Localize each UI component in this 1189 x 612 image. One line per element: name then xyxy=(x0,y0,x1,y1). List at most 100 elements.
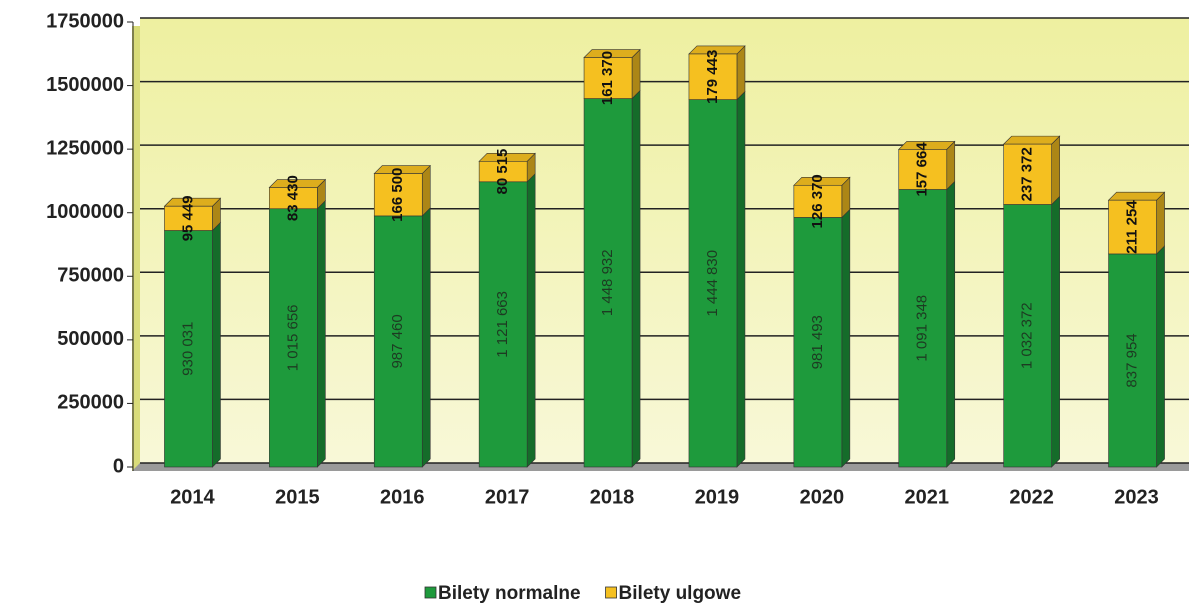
x-tick-label: 2017 xyxy=(485,486,530,508)
bar-segment: 237 372 xyxy=(1002,135,1061,206)
y-tick-label: 1750000 xyxy=(46,10,124,32)
x-tick-label: 2020 xyxy=(800,486,845,508)
data-label: 930 031 xyxy=(179,322,196,376)
bar xyxy=(478,181,528,468)
bar-segment: 166 500 xyxy=(373,164,431,222)
bar-segment: 1 448 932 xyxy=(583,89,641,468)
x-tick-label: 2019 xyxy=(695,486,740,508)
bar-side xyxy=(631,89,641,468)
bar xyxy=(373,215,423,468)
legend-swatch xyxy=(424,586,437,599)
x-tick-label: 2023 xyxy=(1114,486,1159,508)
legend-label: Bilety normalne xyxy=(438,583,581,604)
data-label: 179 443 xyxy=(704,50,721,104)
data-label: 80 515 xyxy=(494,149,511,195)
data-label: 1 444 830 xyxy=(704,250,721,317)
bar-segment: 987 460 xyxy=(373,207,431,468)
bar xyxy=(1108,253,1157,468)
bar-segment: 837 954 xyxy=(1108,245,1165,468)
bar-segment: 179 443 xyxy=(688,45,746,104)
bar-segment: 161 370 xyxy=(583,48,641,105)
data-label: 837 954 xyxy=(1124,333,1141,387)
x-tick-label: 2022 xyxy=(1009,486,1054,508)
bar-segment: 126 370 xyxy=(793,174,851,228)
data-label: 211 254 xyxy=(1124,200,1141,254)
bar xyxy=(1003,143,1052,205)
bar xyxy=(793,184,843,218)
data-label: 157 664 xyxy=(914,142,931,197)
bar xyxy=(269,187,318,210)
y-tick-label: 500000 xyxy=(57,328,124,350)
bar-segment: 211 254 xyxy=(1107,191,1166,255)
bar-segment: 1 121 663 xyxy=(478,173,536,468)
bar xyxy=(1108,199,1157,255)
data-label: 1 121 663 xyxy=(494,291,511,358)
bar-side xyxy=(631,48,641,100)
y-tick-label: 1000000 xyxy=(46,201,124,223)
bar-side xyxy=(841,208,851,468)
y-tick-label: 1500000 xyxy=(46,74,124,96)
bar xyxy=(164,230,213,468)
bar-top xyxy=(1107,191,1166,201)
legend-swatch xyxy=(605,586,617,599)
bar xyxy=(583,98,633,468)
bar-side xyxy=(736,90,746,468)
bar-top xyxy=(1002,135,1061,145)
bar xyxy=(373,173,423,217)
bar xyxy=(1003,204,1052,468)
bar xyxy=(898,189,948,468)
y-tick-label: 250000 xyxy=(57,392,124,414)
bar xyxy=(688,53,738,100)
data-label: 166 500 xyxy=(389,168,406,222)
bar-segment: 981 493 xyxy=(793,208,851,468)
bar-side xyxy=(421,164,431,217)
x-tick-label: 2018 xyxy=(590,486,635,508)
bar xyxy=(583,57,633,99)
bar-side xyxy=(526,173,536,468)
bar xyxy=(688,99,738,468)
bar-side xyxy=(736,45,746,101)
data-label: 1 032 372 xyxy=(1019,302,1036,369)
y-tick-label: 1250000 xyxy=(46,137,124,159)
bar-segment: 1 091 348 xyxy=(898,180,956,468)
bar xyxy=(269,208,318,468)
bar-segment: 83 430 xyxy=(268,175,327,221)
data-label: 237 372 xyxy=(1019,147,1036,201)
bar-side xyxy=(212,221,221,468)
y-tick-label: 0 xyxy=(113,455,124,477)
bar-side xyxy=(1051,195,1060,468)
bar-segment: 80 515 xyxy=(478,149,536,195)
data-label: 83 430 xyxy=(284,175,301,221)
bar-side xyxy=(421,207,431,468)
bar xyxy=(164,205,213,231)
bar xyxy=(478,161,528,183)
bar-side xyxy=(946,180,956,468)
data-label: 1 091 348 xyxy=(914,295,931,362)
bar-side xyxy=(1051,135,1060,206)
bar-segment: 157 664 xyxy=(898,140,956,197)
bar xyxy=(793,217,843,468)
bar-segment: 1 015 656 xyxy=(269,200,326,468)
legend-label: Bilety ulgowe xyxy=(619,583,741,604)
data-label: 126 370 xyxy=(809,174,826,228)
plot-wall xyxy=(132,26,140,471)
bar-segment: 930 031 xyxy=(164,221,221,468)
bar xyxy=(898,149,948,190)
data-label: 1 015 656 xyxy=(284,304,301,371)
x-tick-label: 2016 xyxy=(380,486,425,508)
bar-side xyxy=(317,200,326,468)
x-tick-label: 2015 xyxy=(275,486,320,508)
bar-side xyxy=(1156,191,1165,255)
bar-side xyxy=(1156,245,1165,468)
data-label: 1 448 932 xyxy=(599,249,616,316)
bar-segment: 1 444 830 xyxy=(688,90,746,468)
x-tick-label: 2021 xyxy=(905,486,950,508)
data-label: 161 370 xyxy=(599,51,616,105)
data-label: 987 460 xyxy=(389,314,406,368)
bar-segment: 95 449 xyxy=(163,195,222,241)
x-tick-label: 2014 xyxy=(170,486,215,508)
bar-segment: 1 032 372 xyxy=(1003,195,1060,468)
data-label: 95 449 xyxy=(179,195,196,241)
data-label: 981 493 xyxy=(809,315,826,369)
